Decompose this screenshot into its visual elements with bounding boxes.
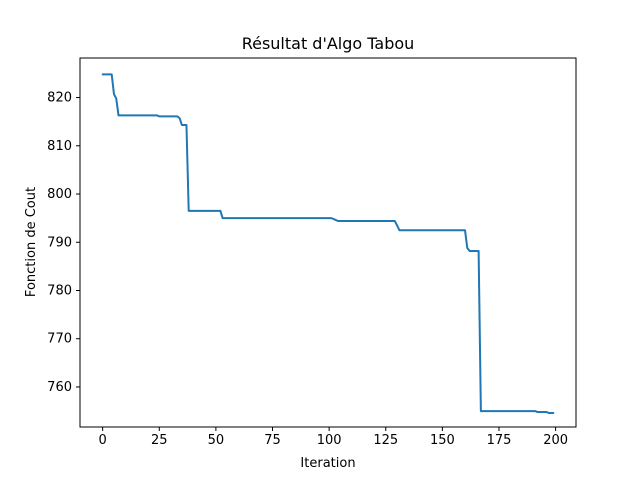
y-tick-label: 800 xyxy=(47,187,72,202)
data-point xyxy=(468,250,470,252)
data-point xyxy=(158,115,160,117)
data-point xyxy=(398,229,400,231)
y-tick-label: 770 xyxy=(47,332,72,347)
series-line xyxy=(101,73,555,415)
data-point xyxy=(111,73,113,75)
series-layer xyxy=(101,73,555,415)
y-axis: 760 770 780 790 800 810 820 xyxy=(47,91,80,395)
y-tick-label: 780 xyxy=(47,283,72,298)
x-tick-label: 50 xyxy=(208,433,225,448)
data-point xyxy=(394,220,396,222)
y-tick-label: 820 xyxy=(47,91,72,106)
x-tick-label: 0 xyxy=(99,433,107,448)
data-point xyxy=(117,114,119,116)
data-point xyxy=(113,93,115,95)
data-point xyxy=(545,411,547,413)
data-point xyxy=(466,247,468,249)
x-tick-label: 200 xyxy=(543,433,568,448)
data-point xyxy=(156,114,158,116)
data-point xyxy=(337,220,339,222)
data-point xyxy=(552,412,554,414)
x-tick-label: 125 xyxy=(373,433,398,448)
y-tick-label: 760 xyxy=(47,380,72,395)
data-point xyxy=(330,217,332,219)
chart-title: Résultat d'Algo Tabou xyxy=(242,34,415,53)
x-tick-label: 25 xyxy=(151,433,168,448)
x-tick-label: 100 xyxy=(317,433,342,448)
data-point xyxy=(181,124,183,126)
data-point xyxy=(188,210,190,212)
plot-area xyxy=(79,57,577,428)
x-axis: 0 25 50 75 100 125 150 175 200 xyxy=(99,427,568,448)
data-point xyxy=(396,224,398,226)
data-point xyxy=(115,97,117,99)
y-tick-label: 790 xyxy=(47,235,72,250)
x-tick-label: 175 xyxy=(487,433,512,448)
series-0 xyxy=(101,73,555,415)
data-point xyxy=(548,412,550,414)
x-tick-label: 75 xyxy=(264,433,281,448)
y-axis-title: Fonction de Cout xyxy=(24,187,39,297)
data-point xyxy=(464,229,466,231)
data-point xyxy=(101,73,103,75)
data-point xyxy=(534,410,536,412)
data-point xyxy=(176,115,178,117)
data-point xyxy=(477,250,479,252)
data-point xyxy=(185,124,187,126)
y-tick-label: 810 xyxy=(47,139,72,154)
x-axis-title: Iteration xyxy=(300,456,355,471)
x-tick-label: 150 xyxy=(430,433,455,448)
data-point xyxy=(335,219,337,221)
data-point xyxy=(480,410,482,412)
data-point xyxy=(219,210,221,212)
data-point xyxy=(221,217,223,219)
data-point xyxy=(536,411,538,413)
data-point xyxy=(178,117,180,119)
